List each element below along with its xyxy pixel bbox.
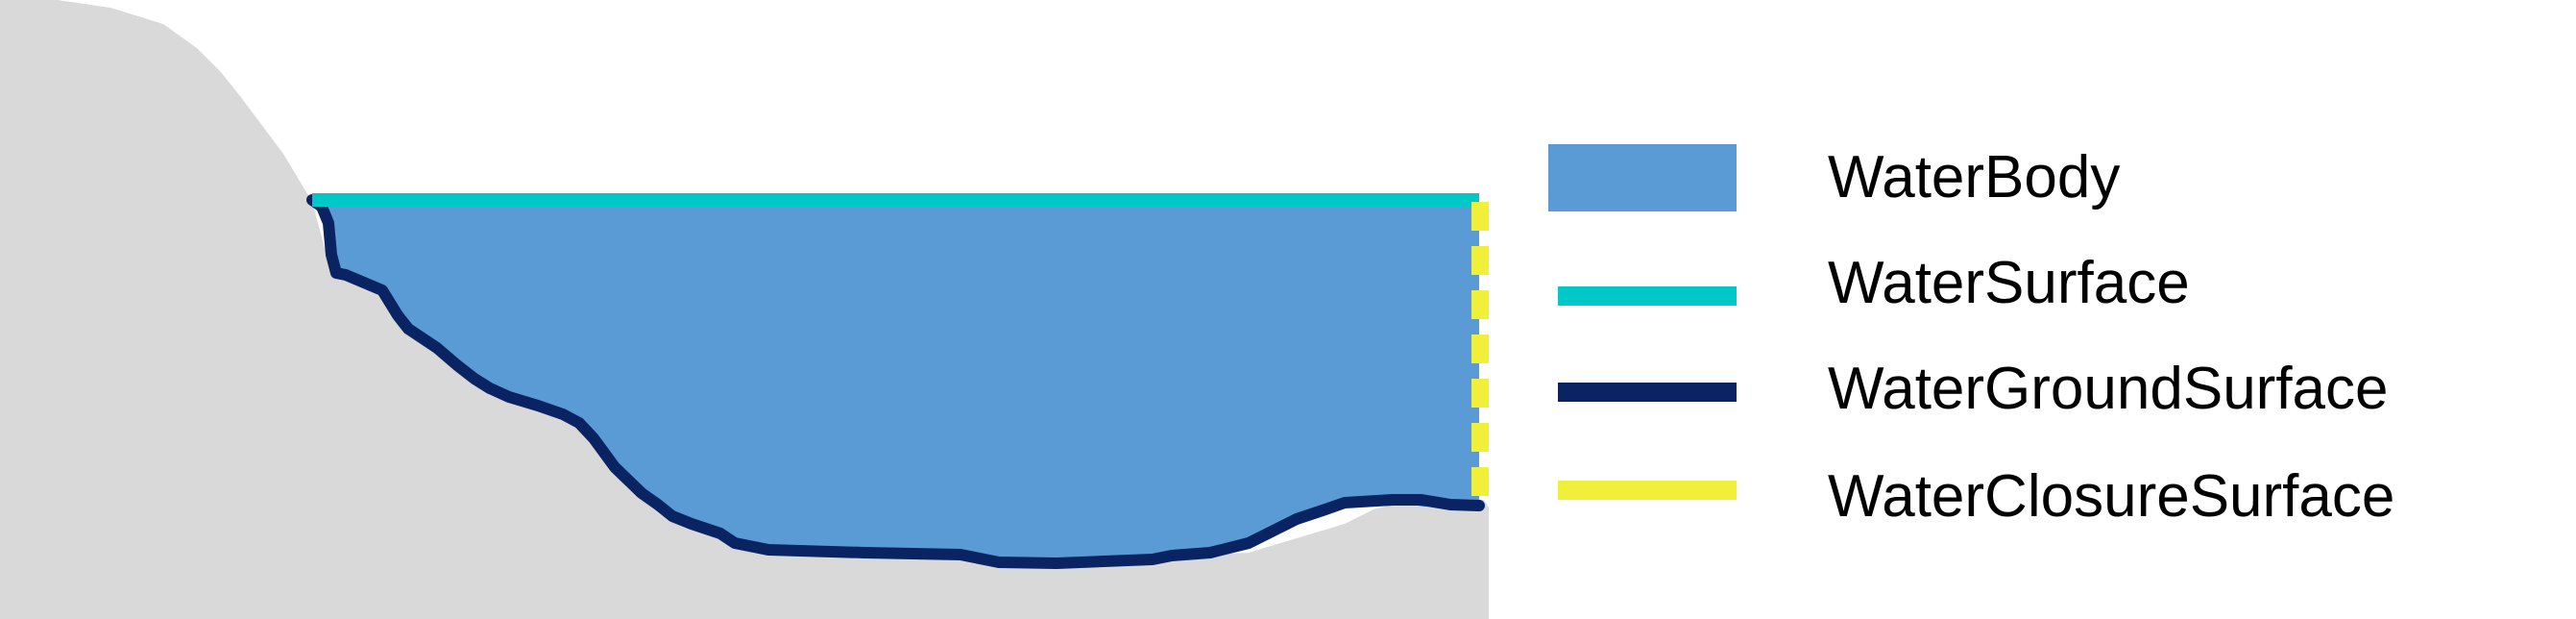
legend-label-water-body: WaterBody: [1828, 144, 2120, 210]
legend-label-water-ground-surface: WaterGroundSurface: [1828, 356, 2389, 422]
water-body-region: [312, 200, 1479, 563]
legend-swatch-water-body: [1548, 144, 1737, 211]
terrain-shape: [0, 0, 1489, 619]
legend: WaterBody WaterSurface WaterGroundSurfac…: [1548, 144, 2394, 530]
water-ground-surface-line: [306, 194, 1485, 569]
legend-label-water-closure-surface: WaterClosureSurface: [1828, 463, 2394, 530]
legend-label-water-surface: WaterSurface: [1828, 250, 2190, 316]
